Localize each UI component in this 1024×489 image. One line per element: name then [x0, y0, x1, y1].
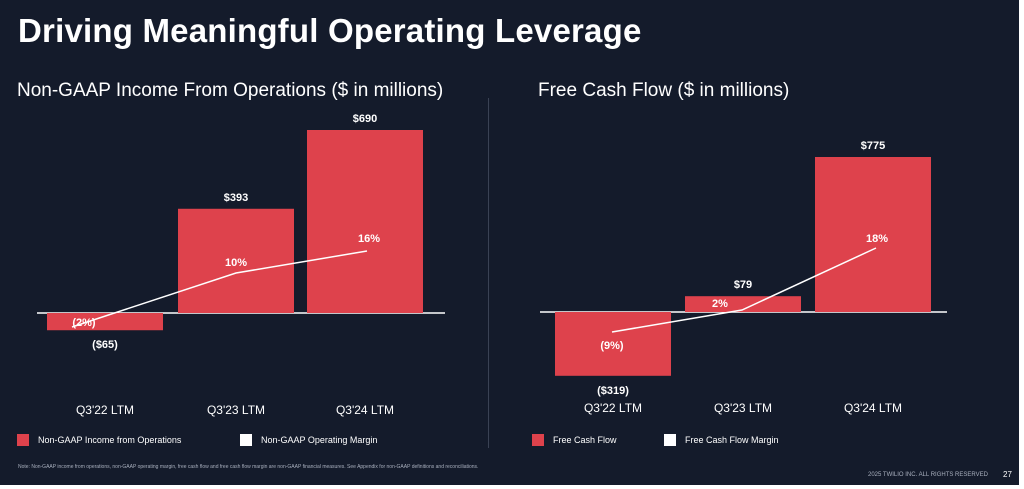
footnote: Note: Non-GAAP income from operations, n… — [18, 464, 479, 470]
legend-label: Non-GAAP Operating Margin — [261, 435, 378, 445]
legend-item-fcf-margin: Free Cash Flow Margin — [664, 433, 779, 447]
legend-label: Non-GAAP Income from Operations — [38, 435, 182, 445]
bar — [307, 130, 423, 313]
category-label: Q3'23 LTM — [714, 401, 772, 415]
category-label: Q3'24 LTM — [844, 401, 902, 415]
legend-swatch-bar — [532, 434, 544, 446]
margin-label: (9%) — [600, 340, 624, 352]
category-label: Q3'22 LTM — [76, 403, 134, 417]
panel-divider — [488, 98, 489, 448]
legend-item-free-cash-flow: Free Cash Flow — [532, 433, 617, 447]
chart-1-title: Non-GAAP Income From Operations ($ in mi… — [17, 80, 444, 101]
margin-label: 18% — [866, 233, 888, 245]
margin-label: 10% — [225, 257, 247, 269]
bar-value-label: $775 — [861, 140, 885, 152]
bar — [555, 312, 671, 376]
legend-swatch-bar — [17, 434, 29, 446]
category-label: Q3'24 LTM — [336, 403, 394, 417]
page-number: 27 — [1003, 470, 1012, 479]
legend-item-operating-margin: Non-GAAP Operating Margin — [240, 433, 377, 447]
legend-label: Free Cash Flow — [553, 435, 617, 445]
bar-value-label: ($65) — [92, 339, 118, 351]
margin-line — [71, 250, 368, 328]
legend-swatch-line — [664, 434, 676, 446]
legend-item-operating-income: Non-GAAP Income from Operations — [17, 433, 181, 447]
bar-value-label: $690 — [353, 113, 377, 125]
chart-2-title: Free Cash Flow ($ in millions) — [538, 80, 790, 101]
margin-line — [611, 247, 877, 333]
bar — [815, 157, 931, 312]
margin-label: 2% — [712, 298, 728, 310]
category-label: Q3'22 LTM — [584, 401, 642, 415]
category-label: Q3'23 LTM — [207, 403, 265, 417]
copyright: 2025 TWILIO INC. ALL RIGHTS RESERVED — [868, 472, 988, 478]
legend-label: Free Cash Flow Margin — [685, 435, 779, 445]
bar — [685, 296, 801, 312]
bar-value-label: $79 — [734, 279, 752, 291]
bar — [178, 208, 294, 313]
legend-swatch-line — [240, 434, 252, 446]
bar-value-label: ($319) — [597, 385, 629, 397]
margin-label: 16% — [358, 233, 380, 245]
margin-label: (2%) — [72, 317, 96, 329]
bar-value-label: $393 — [224, 192, 248, 204]
slide-title: Driving Meaningful Operating Leverage — [18, 12, 642, 49]
